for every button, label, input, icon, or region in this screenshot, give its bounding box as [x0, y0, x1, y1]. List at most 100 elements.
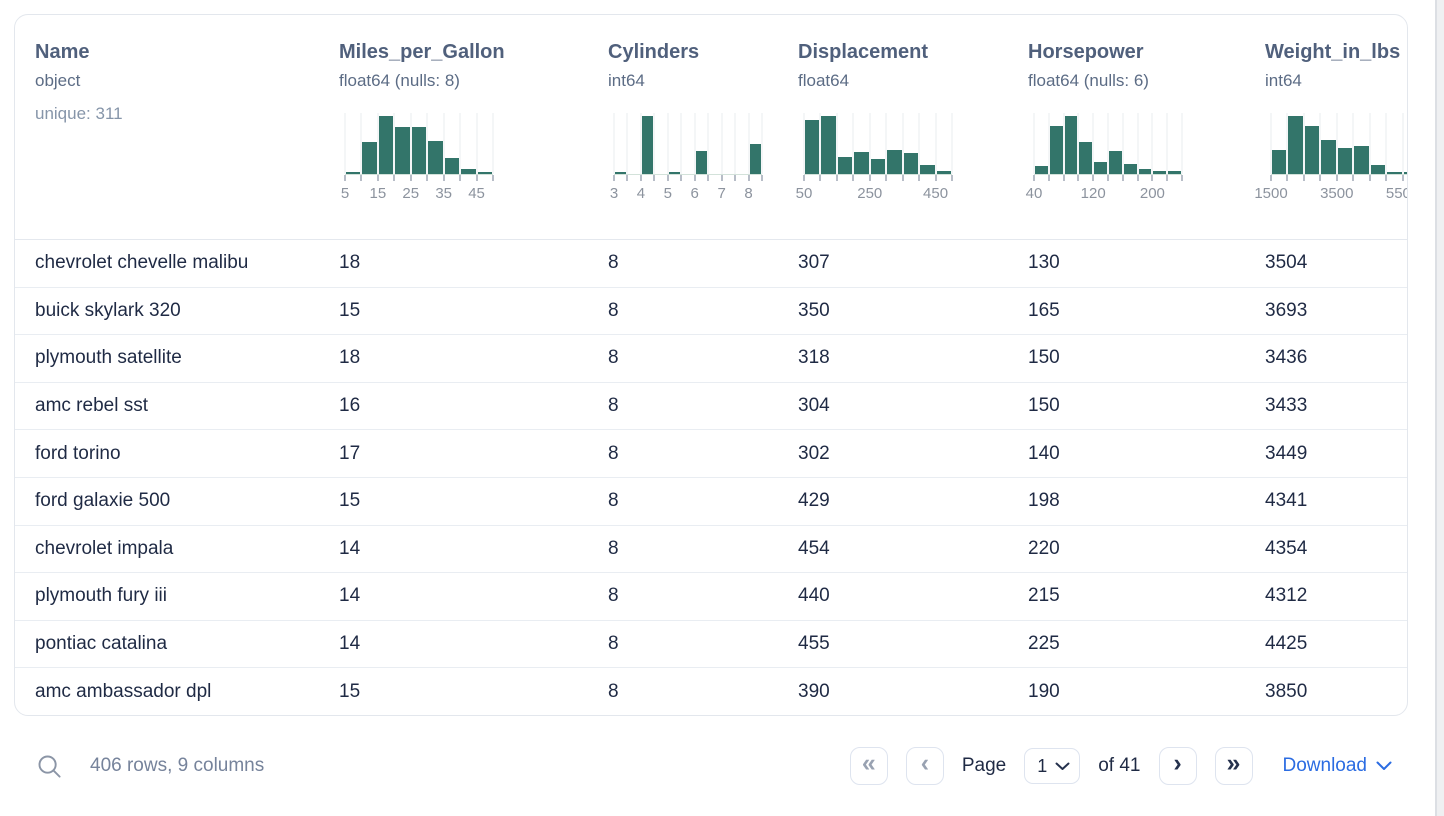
prev-page-button[interactable]: ‹: [905, 747, 944, 785]
first-page-button[interactable]: «: [849, 747, 888, 785]
double-chevron-right-icon: »: [1226, 748, 1241, 777]
hist-tick: [707, 175, 710, 181]
table-content: Name object unique: 311 Miles_per_Gallon flo…: [15, 15, 1407, 715]
search-icon[interactable]: [36, 753, 63, 780]
hist-tick: [934, 175, 937, 181]
table-cell: 440: [798, 585, 830, 607]
hist-bar: [378, 116, 394, 174]
hist-tick: [747, 175, 750, 181]
table-cell: chevrolet impala: [35, 537, 174, 559]
hist-tick: [1352, 175, 1355, 181]
hist-tick: [1302, 175, 1305, 181]
hist-tick: [1151, 175, 1154, 181]
table-cell: 8: [608, 347, 619, 369]
hist-tick-label: 8: [744, 185, 753, 202]
hist-bar: [411, 127, 427, 174]
hist-gridline: [836, 113, 838, 174]
hist-tick: [613, 175, 615, 181]
histogram-displacement: 50 250 450: [796, 113, 953, 205]
column-dtype: float64: [798, 71, 850, 90]
histogram-horsepower: 40 120 200: [1026, 113, 1183, 205]
hist-tick-label: 5500: [1385, 185, 1407, 202]
column-title: Displacement: [798, 41, 929, 63]
table-cell: 390: [798, 681, 830, 703]
table-cell: 16: [339, 395, 361, 417]
hist-gridline: [1303, 113, 1305, 174]
hist-gridline: [640, 113, 642, 174]
hist-bar: [821, 116, 836, 174]
table-cell: 318: [798, 347, 830, 369]
histogram-tick-labels: 40 120 200: [1026, 185, 1182, 205]
hist-tick: [1121, 175, 1124, 181]
hist-gridline: [443, 113, 445, 174]
last-page-button[interactable]: »: [1214, 747, 1253, 785]
table-row: amc rebel sst 16 8 304 150 3433: [15, 383, 1407, 431]
hist-tick-label: 4: [636, 185, 646, 202]
hist-tick: [951, 175, 953, 181]
hist-gridline: [1063, 113, 1065, 174]
table-cell: 350: [798, 299, 830, 321]
download-button[interactable]: Download: [1283, 755, 1393, 777]
hist-tick-label: 250: [857, 185, 883, 202]
hist-tick: [819, 175, 822, 181]
histogram-tick-labels: 5 15 25 35 45: [341, 185, 493, 205]
hist-tick: [1181, 175, 1183, 181]
hist-gridline: [459, 113, 461, 174]
hist-bar: [1354, 146, 1369, 174]
page-select[interactable]: 1: [1024, 748, 1081, 784]
hist-tick-label: 6: [690, 185, 699, 202]
hist-bar: [1109, 151, 1122, 174]
hist-tick: [885, 175, 888, 181]
hist-tick: [1062, 175, 1065, 181]
column-header-miles_per_gallon: Miles_per_Gallon float64 (nulls: 8) 5 15 25 3…: [339, 41, 608, 239]
table-cell: 8: [608, 537, 619, 559]
histogram-bars: [613, 113, 763, 175]
histogram-tick-labels: 50 250 450: [796, 185, 952, 205]
table-row: plymouth fury iii 14 8 440 215 4312: [15, 573, 1407, 621]
hist-bar: [1138, 169, 1152, 174]
column-title: Weight_in_lbs: [1265, 41, 1401, 63]
next-page-button[interactable]: ›: [1158, 747, 1197, 785]
hist-tick: [1368, 175, 1371, 181]
hist-gridline: [667, 113, 669, 174]
hist-tick-label: 5: [663, 185, 672, 202]
hist-gridline: [1181, 113, 1183, 174]
column-header-displacement: Displacement float64 50 250 450: [796, 41, 1028, 239]
hist-gridline: [476, 113, 478, 174]
hist-tick: [1136, 175, 1139, 181]
hist-gridline: [721, 113, 723, 174]
table-cell: 3433: [1265, 395, 1308, 417]
table-cell: ford galaxie 500: [35, 490, 171, 512]
table-cell: 4354: [1265, 537, 1308, 559]
column-dtype: float64 (nulls: 6): [1028, 71, 1149, 90]
hist-bar: [461, 169, 476, 174]
table-cell: 14: [339, 633, 361, 655]
hist-gridline: [1402, 113, 1404, 174]
hist-tick: [1107, 175, 1109, 181]
hist-gridline: [734, 113, 736, 174]
hist-gridline: [819, 113, 821, 174]
hist-tick: [475, 175, 478, 181]
hist-gridline: [951, 113, 953, 174]
table-cell: ford torino: [35, 442, 121, 464]
hist-bar: [1321, 140, 1336, 174]
column-dtype: int64: [1265, 71, 1302, 90]
hist-tick: [1047, 175, 1050, 181]
hist-bar: [887, 150, 902, 174]
table-row: pontiac catalina 14 8 455 225 4425: [15, 621, 1407, 669]
hist-tick-label: 450: [923, 185, 949, 202]
hist-tick: [734, 175, 737, 181]
hist-bar: [444, 158, 460, 174]
hist-bar: [1064, 116, 1078, 174]
hist-gridline: [1048, 113, 1050, 174]
table-cell: 150: [1028, 347, 1060, 369]
table-cell: 8: [608, 633, 619, 655]
hist-gridline: [626, 113, 628, 174]
hist-tick-label: 25: [402, 185, 420, 202]
panel-divider: [1435, 0, 1444, 816]
hist-bar: [1403, 172, 1407, 174]
hist-tick: [720, 175, 723, 181]
table-cell: 3449: [1265, 442, 1308, 464]
hist-gridline: [410, 113, 412, 174]
hist-tick-label: 3: [609, 185, 619, 202]
